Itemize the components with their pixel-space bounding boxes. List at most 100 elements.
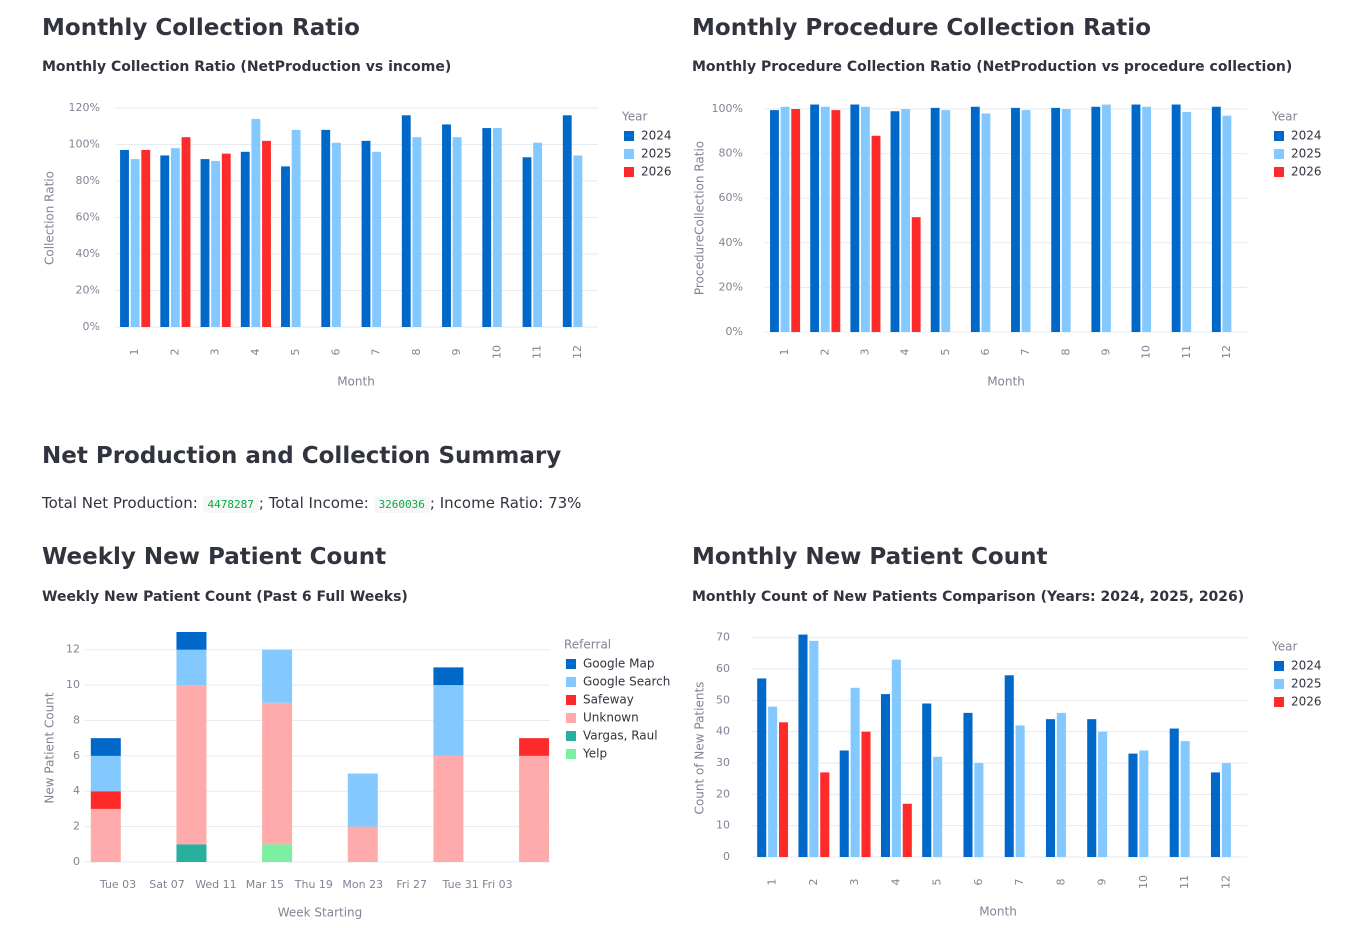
legend-label: 2024 — [1291, 129, 1322, 143]
bar — [281, 166, 290, 327]
y-tick-label: 2 — [73, 820, 80, 833]
x-axis-label: Week Starting — [278, 906, 363, 920]
bar — [452, 137, 462, 327]
legend-label: 2025 — [641, 147, 672, 161]
bar-segment — [347, 773, 378, 827]
x-tick-label: 9 — [450, 349, 463, 356]
legend-swatch — [1274, 697, 1284, 707]
bar — [1091, 106, 1101, 332]
x-tick-label: 5 — [289, 349, 302, 356]
value: 73% — [548, 494, 582, 512]
x-tick-label: 3 — [848, 879, 861, 886]
bar — [839, 750, 849, 857]
legend-label: 2024 — [1291, 659, 1322, 673]
bar — [573, 155, 583, 327]
legend-swatch — [566, 749, 576, 759]
bar-segment — [176, 844, 207, 862]
legend-swatch — [566, 659, 576, 669]
bar — [850, 687, 860, 857]
x-tick-label: Wed 11 — [195, 878, 236, 891]
y-tick-label: 40% — [76, 247, 100, 260]
bar — [221, 153, 231, 327]
x-tick-label: 9 — [1096, 879, 1109, 886]
bar — [361, 140, 371, 327]
legend-title: Year — [1271, 110, 1297, 124]
bar — [970, 106, 980, 332]
bar-segment — [262, 702, 293, 845]
legend-swatch — [1274, 661, 1284, 671]
bar — [401, 115, 411, 327]
bar — [941, 110, 951, 332]
x-tick-label: Sat 07 — [149, 878, 185, 891]
x-tick-label: 7 — [370, 349, 383, 356]
y-tick-label: 0 — [723, 850, 730, 863]
bar — [262, 140, 271, 327]
y-axis-label: Collection Ratio — [43, 171, 57, 265]
bar-segment — [176, 649, 207, 686]
x-tick-label: 3 — [858, 349, 871, 356]
bar — [522, 157, 532, 327]
legend-title: Year — [621, 110, 647, 124]
bar — [1045, 719, 1056, 857]
x-tick-label: 10 — [1137, 875, 1150, 889]
bar — [820, 106, 830, 332]
bar — [1098, 731, 1108, 857]
bar — [810, 104, 820, 333]
x-tick-label: 5 — [939, 349, 952, 356]
y-tick-label: 0% — [83, 320, 100, 333]
bar — [251, 118, 261, 327]
y-axis-label: New Patient Count — [43, 692, 57, 804]
bar — [768, 706, 778, 857]
bar — [372, 151, 382, 327]
x-tick-label: 11 — [1180, 345, 1193, 359]
legend-label: Vargas, Raul — [583, 729, 658, 743]
bar — [492, 128, 502, 327]
y-tick-label: 4 — [73, 784, 80, 797]
y-tick-label: 0% — [726, 325, 743, 338]
y-tick-label: 60% — [719, 191, 743, 204]
legend-swatch — [624, 167, 634, 177]
legend-label: Safeway — [583, 693, 634, 707]
y-axis-label: Count of New Patients — [693, 682, 707, 815]
bar — [930, 107, 940, 332]
x-axis-label: Month — [337, 375, 375, 389]
x-tick-label: Fri 03 — [482, 878, 513, 891]
x-tick-label: 12 — [1220, 345, 1233, 359]
x-tick-label: 3 — [209, 349, 222, 356]
x-axis-label: Month — [987, 375, 1025, 389]
legend-swatch — [566, 731, 576, 741]
y-tick-label: 80% — [719, 147, 743, 160]
x-tick-label: 8 — [1059, 349, 1072, 356]
bar — [412, 137, 422, 327]
bar — [1056, 712, 1066, 857]
x-tick-label: 11 — [1178, 875, 1191, 889]
x-tick-label: 8 — [1054, 879, 1067, 886]
bar — [891, 659, 901, 857]
bar — [778, 722, 789, 857]
y-tick-label: 60 — [716, 662, 730, 675]
x-tick-label: Tue 31 — [442, 878, 479, 891]
x-axis-label: Month — [979, 905, 1017, 919]
bar — [1139, 750, 1149, 857]
legend-title: Year — [1271, 640, 1297, 654]
x-tick-label: 12 — [1219, 875, 1232, 889]
y-tick-label: 10 — [66, 678, 80, 691]
legend-label: 2024 — [641, 129, 672, 143]
x-tick-label: 8 — [410, 349, 423, 356]
x-tick-label: Mar 15 — [246, 878, 284, 891]
x-tick-label: 6 — [979, 349, 992, 356]
x-tick-label: 1 — [778, 349, 791, 356]
y-tick-label: 80% — [76, 174, 100, 187]
bar — [130, 159, 140, 327]
bar — [974, 763, 984, 857]
bar — [482, 128, 492, 327]
bar — [1051, 107, 1061, 332]
chart-title: Weekly New Patient Count (Past 6 Full We… — [42, 589, 408, 605]
y-tick-label: 40% — [719, 236, 743, 249]
x-tick-label: 2 — [168, 349, 181, 356]
label: ; Total Income: — [258, 494, 369, 512]
x-tick-label: 4 — [889, 879, 902, 886]
y-tick-label: 0 — [73, 855, 80, 868]
bar-segment — [347, 826, 378, 862]
